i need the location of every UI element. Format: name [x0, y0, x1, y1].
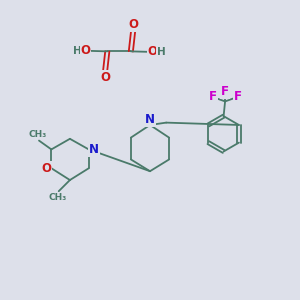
Text: N: N — [145, 112, 155, 126]
Text: O: O — [41, 162, 51, 175]
Text: O: O — [80, 44, 91, 57]
Text: F: F — [233, 91, 242, 103]
Text: H: H — [157, 47, 165, 57]
Text: O: O — [148, 45, 158, 58]
Text: CH₃: CH₃ — [48, 193, 66, 202]
Text: H: H — [74, 46, 82, 56]
Text: F: F — [209, 91, 217, 103]
Text: O: O — [100, 71, 110, 84]
Text: N: N — [89, 143, 99, 156]
Text: CH₃: CH₃ — [28, 130, 46, 139]
Text: F: F — [221, 85, 229, 98]
Text: O: O — [128, 18, 138, 32]
